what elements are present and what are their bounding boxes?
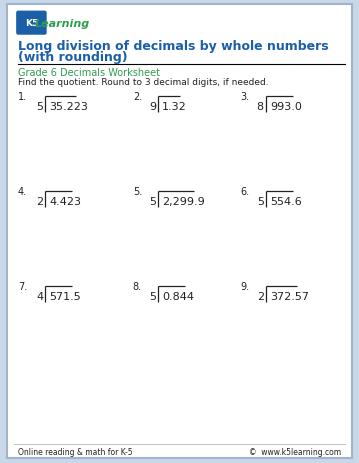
Text: K5: K5 bbox=[25, 19, 38, 28]
Text: 6.: 6. bbox=[241, 186, 250, 196]
FancyBboxPatch shape bbox=[7, 5, 352, 458]
Text: Grade 6 Decimals Worksheet: Grade 6 Decimals Worksheet bbox=[18, 68, 160, 78]
Text: 5.: 5. bbox=[133, 186, 142, 196]
Text: ©  www.k5learning.com: © www.k5learning.com bbox=[249, 447, 341, 456]
Text: Find the quotient. Round to 3 decimal digits, if needed.: Find the quotient. Round to 3 decimal di… bbox=[18, 78, 269, 87]
Text: 2: 2 bbox=[257, 291, 264, 301]
Text: 5: 5 bbox=[36, 101, 43, 112]
Text: 993.0: 993.0 bbox=[270, 101, 302, 112]
Text: Online reading & math for K-5: Online reading & math for K-5 bbox=[18, 447, 132, 456]
Text: 1.: 1. bbox=[18, 91, 27, 101]
Text: 35.223: 35.223 bbox=[49, 101, 88, 112]
Text: Learning: Learning bbox=[35, 19, 90, 29]
Text: 8.: 8. bbox=[133, 281, 142, 291]
Text: 0.844: 0.844 bbox=[162, 291, 194, 301]
Text: 5: 5 bbox=[149, 196, 156, 206]
Text: 4.: 4. bbox=[18, 186, 27, 196]
Text: 3.: 3. bbox=[241, 91, 250, 101]
Text: 554.6: 554.6 bbox=[270, 196, 302, 206]
Text: 4.423: 4.423 bbox=[49, 196, 81, 206]
Text: 2: 2 bbox=[36, 196, 43, 206]
Text: 9: 9 bbox=[149, 101, 156, 112]
FancyBboxPatch shape bbox=[16, 12, 47, 36]
Text: 5: 5 bbox=[257, 196, 264, 206]
Text: 1.32: 1.32 bbox=[162, 101, 187, 112]
Text: 2.: 2. bbox=[133, 91, 142, 101]
Text: 5: 5 bbox=[149, 291, 156, 301]
Text: 8: 8 bbox=[257, 101, 264, 112]
Text: (with rounding): (with rounding) bbox=[18, 51, 127, 64]
Text: 372.57: 372.57 bbox=[270, 291, 309, 301]
Text: 2,299.9: 2,299.9 bbox=[162, 196, 205, 206]
Text: Long division of decimals by whole numbers: Long division of decimals by whole numbe… bbox=[18, 40, 328, 53]
Text: 9.: 9. bbox=[241, 281, 250, 291]
Text: 4: 4 bbox=[36, 291, 43, 301]
Text: 571.5: 571.5 bbox=[49, 291, 81, 301]
Text: 7.: 7. bbox=[18, 281, 27, 291]
